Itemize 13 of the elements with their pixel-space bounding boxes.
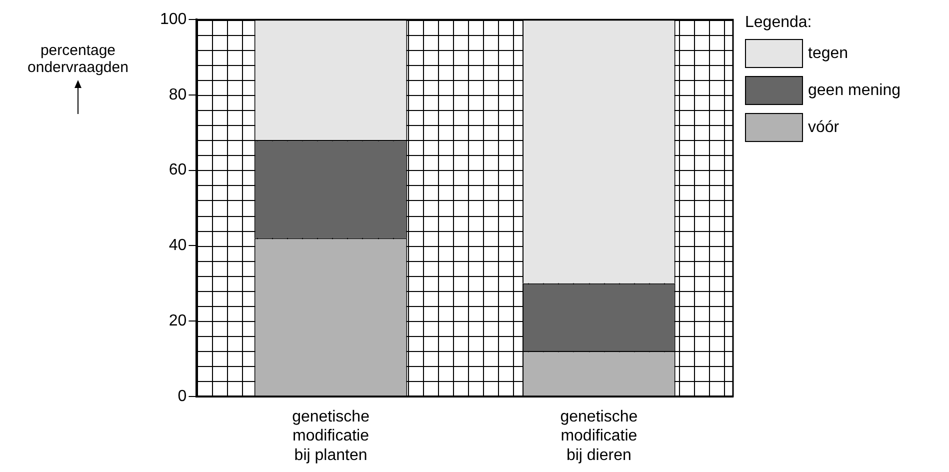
y-tick-label: 0 <box>178 388 187 405</box>
legend-label: tegen <box>808 44 848 62</box>
y-tick-label: 80 <box>168 86 187 104</box>
legend-label: geen mening <box>808 82 901 100</box>
y-axis-title: percentage ondervraagden <box>26 42 130 76</box>
y-tick-label: 100 <box>160 11 187 28</box>
y-tick-label: 20 <box>168 312 187 330</box>
x-tick-label: genetische modificatie bij dieren <box>560 408 638 464</box>
x-tick-label: genetische modificatie bij planten <box>292 408 370 464</box>
legend-title: Legenda: <box>745 14 813 32</box>
y-tick-label: 40 <box>168 237 187 254</box>
y-tick-label: 60 <box>168 162 187 179</box>
legend-label: vóór <box>808 118 840 136</box>
